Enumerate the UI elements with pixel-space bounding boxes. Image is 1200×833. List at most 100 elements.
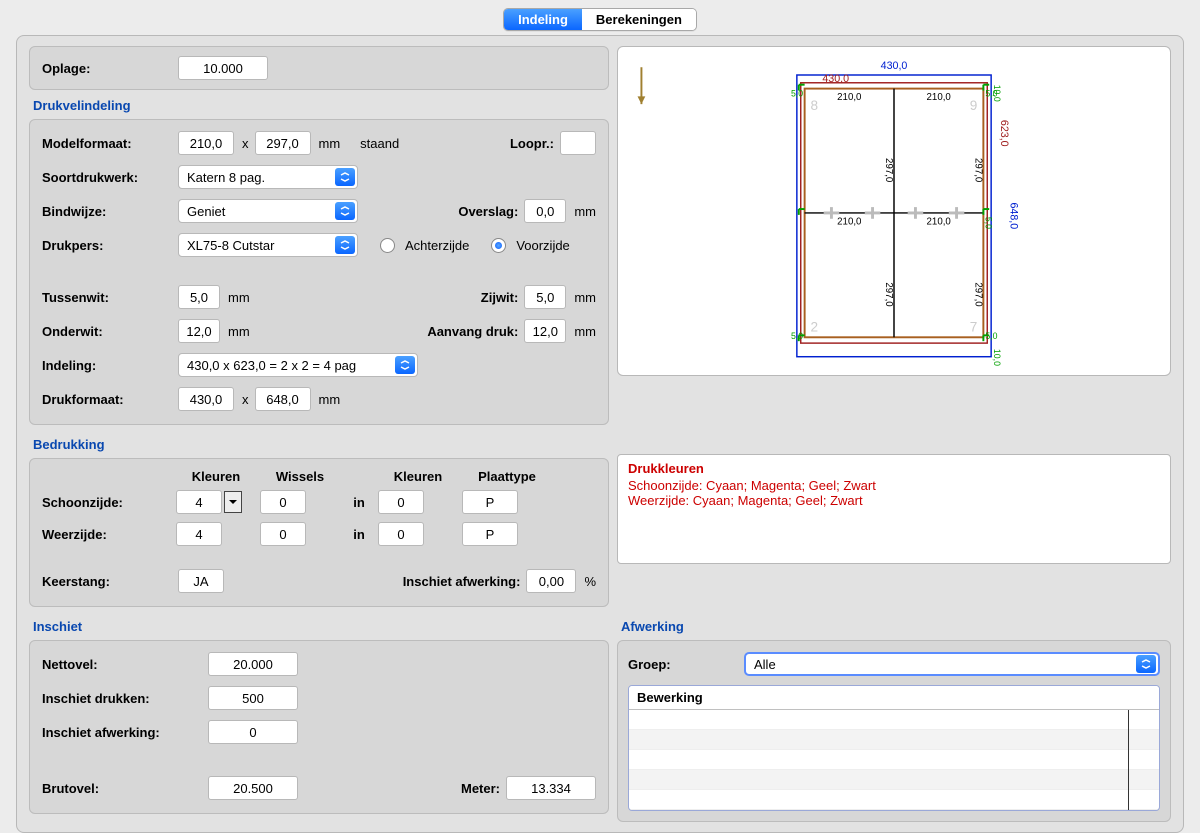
svg-text:430,0: 430,0	[881, 60, 908, 72]
view-tabs: Indeling Berekeningen	[503, 8, 697, 31]
table-row[interactable]	[629, 770, 1159, 790]
inschietafw-label: Inschiet afwerking:	[403, 574, 521, 589]
indeling-select[interactable]: 430,0 x 623,0 = 2 x 2 = 4 pag	[178, 353, 418, 377]
drukkleuren-title: Drukkleuren	[628, 461, 1160, 476]
nettovel-label: Nettovel:	[42, 657, 202, 672]
modelformaat-w[interactable]	[178, 131, 234, 155]
zijwit-label: Zijwit:	[418, 290, 518, 305]
table-row[interactable]	[629, 730, 1159, 750]
inschietdrukken-input[interactable]	[208, 686, 298, 710]
drukpers-label: Drukpers:	[42, 238, 172, 253]
oplage-panel: Oplage:	[29, 46, 609, 90]
diagram-svg: 430,0648,0430,0623,0210,0297,0210,0297,0…	[622, 51, 1166, 371]
zijwit-input[interactable]	[524, 285, 566, 309]
aanvangdruk-unit: mm	[574, 324, 596, 339]
overslag-unit: mm	[574, 204, 596, 219]
inschiet-block: Inschiet Nettovel: Inschiet drukken: Ins…	[29, 615, 609, 822]
schoon-kleuren2[interactable]	[378, 490, 424, 514]
onderwit-unit: mm	[228, 324, 250, 339]
left-top: Oplage: Drukvelindeling Modelformaat: x …	[29, 46, 609, 425]
svg-text:210,0: 210,0	[927, 217, 952, 228]
modelformaat-unit: mm	[319, 136, 341, 151]
drukformaat-h[interactable]	[255, 387, 311, 411]
achterzijde-radio[interactable]	[380, 238, 395, 253]
modelformaat-label: Modelformaat:	[42, 136, 172, 151]
drukpers-select[interactable]: XL75-8 Cutstar	[178, 233, 358, 257]
voorzijde-radio[interactable]	[491, 238, 506, 253]
schoon-kleuren[interactable]	[176, 490, 222, 514]
onderwit-label: Onderwit:	[42, 324, 172, 339]
brutovel-input[interactable]	[208, 776, 298, 800]
hdr-kleuren2: Kleuren	[378, 469, 458, 484]
indeling-value: 430,0 x 623,0 = 2 x 2 = 4 pag	[187, 358, 356, 373]
table-row[interactable]	[629, 710, 1159, 730]
modelformaat-h[interactable]	[255, 131, 311, 155]
tussenwit-input[interactable]	[178, 285, 220, 309]
inschiet-title: Inschiet	[33, 619, 609, 634]
brutovel-label: Brutovel:	[42, 781, 202, 796]
schoon-wissels[interactable]	[260, 490, 306, 514]
soortdrukwerk-value: Katern 8 pag.	[187, 170, 265, 185]
overslag-input[interactable]	[524, 199, 566, 223]
chevron-down-icon	[335, 202, 355, 220]
soortdrukwerk-select[interactable]: Katern 8 pag.	[178, 165, 358, 189]
weer-kleuren[interactable]	[176, 522, 222, 546]
chevron-down-icon	[395, 356, 415, 374]
aanvangdruk-label: Aanvang druk:	[418, 324, 518, 339]
groep-select[interactable]: Alle	[744, 652, 1160, 676]
groep-value: Alle	[754, 657, 776, 672]
chevron-down-icon	[335, 236, 355, 254]
svg-text:5,0: 5,0	[985, 331, 997, 341]
meter-input[interactable]	[506, 776, 596, 800]
svg-text:210,0: 210,0	[837, 92, 862, 103]
svg-text:10,0: 10,0	[992, 349, 1002, 366]
svg-text:297,0: 297,0	[883, 158, 894, 183]
hdr-kleuren: Kleuren	[176, 469, 256, 484]
svg-text:297,0: 297,0	[973, 282, 984, 307]
svg-text:2: 2	[810, 319, 818, 334]
drukvelindeling-panel: Modelformaat: x mm staand Loopr.: Soortd…	[29, 119, 609, 425]
keerstang-input[interactable]	[178, 569, 224, 593]
oplage-input[interactable]	[178, 56, 268, 80]
inschietdrukken-label: Inschiet drukken:	[42, 691, 202, 706]
aanvangdruk-input[interactable]	[524, 319, 566, 343]
schoon-plaat[interactable]	[462, 490, 518, 514]
main-panel: Oplage: Drukvelindeling Modelformaat: x …	[16, 35, 1184, 833]
loopr-input[interactable]	[560, 131, 596, 155]
onderwit-input[interactable]	[178, 319, 220, 343]
weer-wissels[interactable]	[260, 522, 306, 546]
inschietafw-input[interactable]	[526, 569, 576, 593]
weer-plaat[interactable]	[462, 522, 518, 546]
afwerking-block: Afwerking Groep: Alle Bewerking	[617, 615, 1171, 822]
drukkleuren-box: Drukkleuren Schoonzijde: Cyaan; Magenta;…	[617, 454, 1171, 564]
weer-in: in	[344, 527, 374, 542]
chevron-down-icon	[1136, 655, 1156, 673]
drukkleuren-block: Drukkleuren Schoonzijde: Cyaan; Magenta;…	[617, 433, 1171, 607]
drukkleuren-weer: Weerzijde: Cyaan; Magenta; Geel; Zwart	[628, 493, 1160, 508]
chevron-down-icon	[335, 168, 355, 186]
bedrukking-block: Bedrukking Kleuren Wissels Kleuren Plaat…	[29, 433, 609, 607]
table-row[interactable]	[629, 790, 1159, 810]
weer-kleuren2[interactable]	[378, 522, 424, 546]
drukformaat-w[interactable]	[178, 387, 234, 411]
table-row[interactable]	[629, 750, 1159, 770]
voorzijde-label: Voorzijde	[516, 238, 569, 253]
drukkleuren-schoon: Schoonzijde: Cyaan; Magenta; Geel; Zwart	[628, 478, 1160, 493]
nettovel-input[interactable]	[208, 652, 298, 676]
overslag-label: Overslag:	[458, 204, 518, 219]
bindwijze-select[interactable]: Geniet	[178, 199, 358, 223]
tab-bar: Indeling Berekeningen	[16, 8, 1184, 31]
svg-text:623,0: 623,0	[998, 120, 1010, 147]
tab-berekeningen[interactable]: Berekeningen	[582, 9, 696, 30]
svg-text:210,0: 210,0	[927, 92, 952, 103]
schoon-kleuren-drop[interactable]	[224, 491, 242, 513]
inschietafwerking-input[interactable]	[208, 720, 298, 744]
achterzijde-label: Achterzijde	[405, 238, 469, 253]
drukpers-value: XL75-8 Cutstar	[187, 238, 274, 253]
tab-indeling[interactable]: Indeling	[504, 9, 582, 30]
svg-text:8: 8	[810, 98, 818, 113]
svg-text:5,0: 5,0	[985, 88, 997, 98]
bewerking-body	[629, 710, 1159, 810]
oplage-label: Oplage:	[42, 61, 172, 76]
tussenwit-unit: mm	[228, 290, 250, 305]
